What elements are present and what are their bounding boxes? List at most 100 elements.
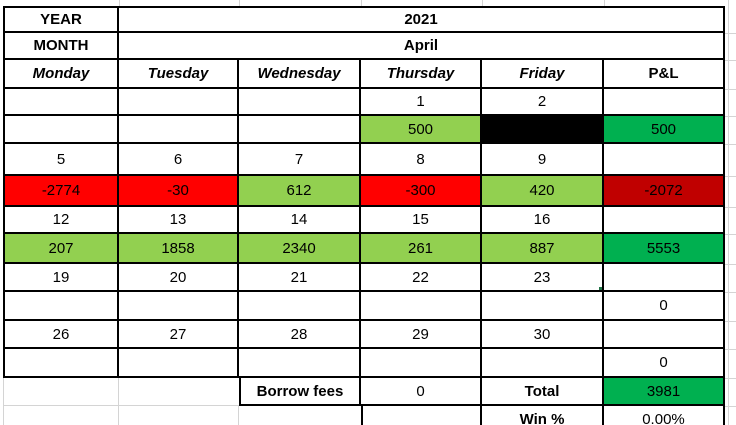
date-cell[interactable]: 12 <box>3 207 119 234</box>
empty-cell[interactable] <box>482 292 604 321</box>
win-pct-label-cell[interactable]: Win % <box>482 406 604 425</box>
value-cell[interactable]: 1858 <box>119 234 239 264</box>
empty-cell[interactable] <box>239 292 361 321</box>
date-cell[interactable]: 19 <box>3 264 119 292</box>
date-cell[interactable]: 15 <box>361 207 482 234</box>
value-cell[interactable]: 207 <box>3 234 119 264</box>
month-label-cell[interactable]: MONTH <box>3 33 119 60</box>
borrow-fees-label-cell[interactable]: Borrow fees <box>239 378 361 406</box>
gridline-tick <box>725 234 736 235</box>
date-cell[interactable]: 28 <box>239 321 361 349</box>
gridline-tick <box>725 33 736 34</box>
month-value-cell[interactable]: April <box>119 33 725 60</box>
gridline-tick <box>725 144 736 145</box>
col-header-thursday[interactable]: Thursday <box>361 60 482 89</box>
col-header-pnl[interactable]: P&L <box>604 60 725 89</box>
total-value-cell[interactable]: 3981 <box>604 378 725 406</box>
week-pnl-cell[interactable]: 5553 <box>604 234 725 264</box>
date-cell[interactable]: 29 <box>361 321 482 349</box>
empty-cell[interactable] <box>361 349 482 378</box>
empty-cell[interactable] <box>119 116 239 144</box>
col-header-wednesday[interactable]: Wednesday <box>239 60 361 89</box>
empty-cell[interactable] <box>482 349 604 378</box>
empty-cell[interactable] <box>3 406 119 425</box>
empty-cell[interactable] <box>119 406 239 425</box>
empty-cell[interactable] <box>604 264 725 292</box>
date-cell[interactable]: 20 <box>119 264 239 292</box>
gridline-tick <box>604 0 605 6</box>
week-pnl-cell[interactable]: 500 <box>604 116 725 144</box>
date-cell[interactable]: 21 <box>239 264 361 292</box>
gridline-tick <box>725 292 736 293</box>
empty-cell[interactable] <box>119 89 239 116</box>
value-cell[interactable]: 500 <box>361 116 482 144</box>
gridline-tick <box>725 207 736 208</box>
empty-cell[interactable] <box>119 349 239 378</box>
gridline-tick <box>725 60 736 61</box>
gridline-tick <box>725 349 736 350</box>
date-cell[interactable]: 27 <box>119 321 239 349</box>
date-cell[interactable]: 5 <box>3 144 119 176</box>
value-cell[interactable]: 612 <box>239 176 361 207</box>
value-cell[interactable]: 420 <box>482 176 604 207</box>
gridline-tick <box>725 176 736 177</box>
week-pnl-cell[interactable]: 0 <box>604 292 725 321</box>
borrow-fees-value-cell[interactable]: 0 <box>361 378 482 406</box>
empty-cell[interactable] <box>361 292 482 321</box>
value-cell[interactable]: 887 <box>482 234 604 264</box>
empty-cell[interactable] <box>3 378 119 406</box>
gridline-tick <box>725 116 736 117</box>
date-cell[interactable]: 14 <box>239 207 361 234</box>
value-cell[interactable]: -300 <box>361 176 482 207</box>
total-label-cell[interactable]: Total <box>482 378 604 406</box>
value-cell[interactable]: 2340 <box>239 234 361 264</box>
empty-cell[interactable] <box>119 292 239 321</box>
gridline-tick <box>482 0 483 6</box>
empty-cell[interactable] <box>604 144 725 176</box>
gridline-tick <box>239 0 240 6</box>
gridline-tick <box>725 89 736 90</box>
col-header-friday[interactable]: Friday <box>482 60 604 89</box>
date-cell[interactable]: 6 <box>119 144 239 176</box>
win-pct-value-cell[interactable]: 0.00% <box>604 406 725 425</box>
gridline-tick <box>361 0 362 6</box>
date-cell[interactable]: 2 <box>482 89 604 116</box>
col-header-monday[interactable]: Monday <box>3 60 119 89</box>
empty-cell[interactable] <box>119 378 239 406</box>
value-cell[interactable]: -30 <box>119 176 239 207</box>
date-cell[interactable]: 1 <box>361 89 482 116</box>
empty-cell[interactable] <box>604 321 725 349</box>
date-cell[interactable]: 30 <box>482 321 604 349</box>
date-cell[interactable]: 9 <box>482 144 604 176</box>
empty-cell[interactable] <box>239 349 361 378</box>
gridline-vertical <box>728 0 729 425</box>
col-header-tuesday[interactable]: Tuesday <box>119 60 239 89</box>
date-cell[interactable]: 7 <box>239 144 361 176</box>
value-cell[interactable]: -2774 <box>3 176 119 207</box>
empty-cell[interactable] <box>239 89 361 116</box>
year-value-cell[interactable]: 2021 <box>119 6 725 33</box>
empty-cell[interactable] <box>604 89 725 116</box>
week-pnl-cell[interactable]: -2072 <box>604 176 725 207</box>
value-cell[interactable]: 261 <box>361 234 482 264</box>
date-cell[interactable]: 16 <box>482 207 604 234</box>
date-cell[interactable]: 13 <box>119 207 239 234</box>
black-filled-cell[interactable] <box>482 116 604 144</box>
empty-cell[interactable] <box>3 116 119 144</box>
selected-cell[interactable]: 23 <box>482 264 604 292</box>
gridline-tick <box>725 264 736 265</box>
empty-cell[interactable] <box>3 349 119 378</box>
empty-cell[interactable] <box>3 89 119 116</box>
empty-cell[interactable] <box>361 406 482 425</box>
date-cell[interactable]: 26 <box>3 321 119 349</box>
empty-cell[interactable] <box>604 207 725 234</box>
empty-cell[interactable] <box>239 116 361 144</box>
pnl-calendar-table: YEAR 2021 MONTH April Monday Tuesday Wed… <box>3 6 725 425</box>
week-pnl-cell[interactable]: 0 <box>604 349 725 378</box>
gridline-tick <box>725 406 736 407</box>
date-cell[interactable]: 22 <box>361 264 482 292</box>
empty-cell[interactable] <box>3 292 119 321</box>
year-label-cell[interactable]: YEAR <box>3 6 119 33</box>
date-cell[interactable]: 8 <box>361 144 482 176</box>
empty-cell[interactable] <box>239 406 361 425</box>
